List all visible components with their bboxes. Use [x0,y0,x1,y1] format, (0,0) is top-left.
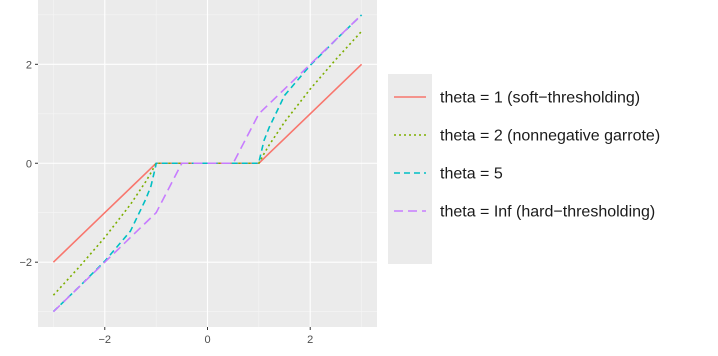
x-tick-label: −2 [98,334,111,346]
legend-background [388,74,432,264]
series-line-4 [52,14,363,313]
legend-label-3: theta = 5 [440,166,503,183]
y-tick-label: −2 [19,257,32,269]
legend: theta = 1 (soft−thresholding) theta = 2 (… [394,90,660,221]
x-tick-label: 0 [204,334,210,346]
y-tick-label: 0 [26,158,32,170]
legend-label-4: theta = Inf (hard−thresholding) [440,204,655,221]
x-axis: −2 0 2 [98,327,313,346]
x-tick-label: 2 [307,334,313,346]
series-lines [52,14,363,313]
y-tick-label: 2 [26,59,32,71]
legend-label-1: theta = 1 (soft−thresholding) [440,90,640,107]
legend-label-2: theta = 2 (nonnegative garrote) [440,128,660,145]
y-axis: −2 0 2 [19,59,38,269]
